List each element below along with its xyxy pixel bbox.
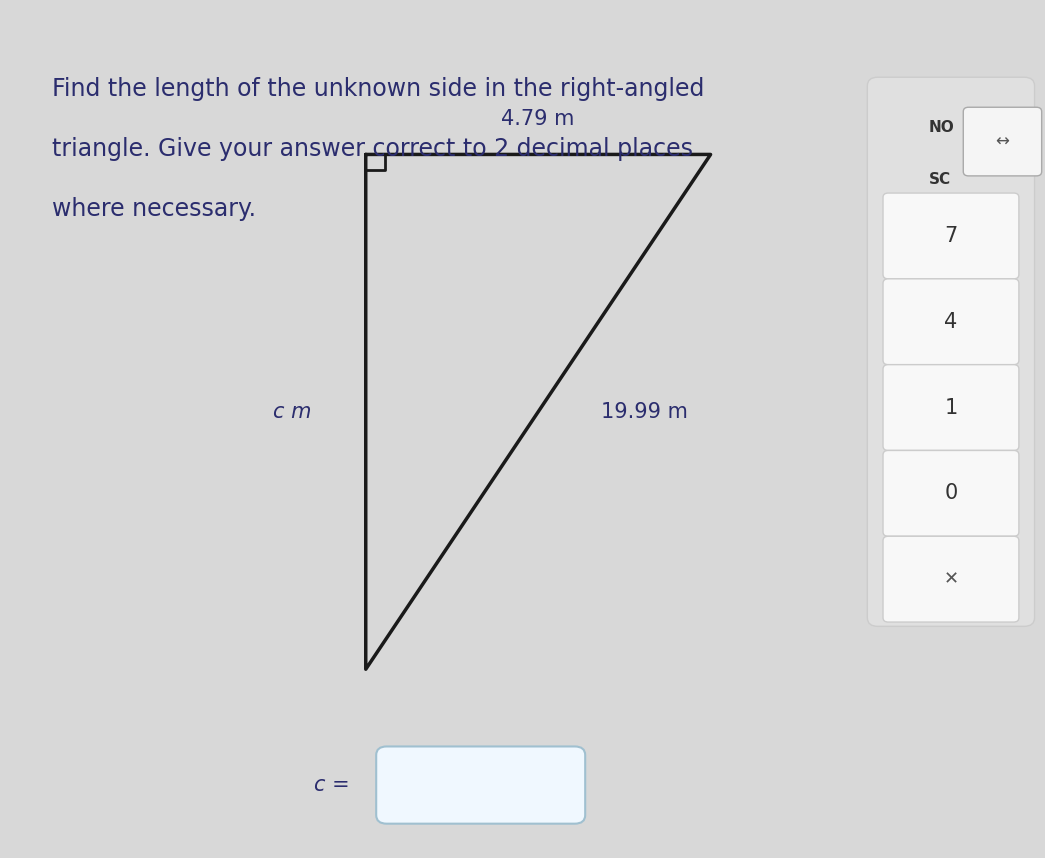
FancyBboxPatch shape	[376, 746, 585, 824]
FancyBboxPatch shape	[883, 193, 1019, 279]
FancyBboxPatch shape	[883, 450, 1019, 536]
Text: triangle. Give your answer correct to 2 decimal places: triangle. Give your answer correct to 2 …	[52, 137, 693, 161]
Text: 7: 7	[945, 226, 957, 246]
Text: 1: 1	[945, 397, 957, 418]
Text: NO: NO	[929, 120, 955, 135]
FancyBboxPatch shape	[883, 365, 1019, 450]
Text: Find the length of the unknown side in the right-angled: Find the length of the unknown side in t…	[52, 77, 704, 101]
Text: where necessary.: where necessary.	[52, 197, 256, 221]
FancyBboxPatch shape	[867, 77, 1035, 626]
Text: SC: SC	[929, 172, 951, 186]
Text: c m: c m	[274, 402, 311, 422]
Text: ↔: ↔	[996, 133, 1009, 150]
Text: 0: 0	[945, 483, 957, 504]
Text: c =: c =	[314, 775, 349, 795]
FancyBboxPatch shape	[883, 279, 1019, 365]
Text: ✕: ✕	[944, 571, 958, 588]
Text: 4.79 m: 4.79 m	[502, 109, 575, 129]
Text: 4: 4	[945, 311, 957, 332]
FancyBboxPatch shape	[883, 536, 1019, 622]
Text: 19.99 m: 19.99 m	[601, 402, 688, 422]
FancyBboxPatch shape	[963, 107, 1042, 176]
